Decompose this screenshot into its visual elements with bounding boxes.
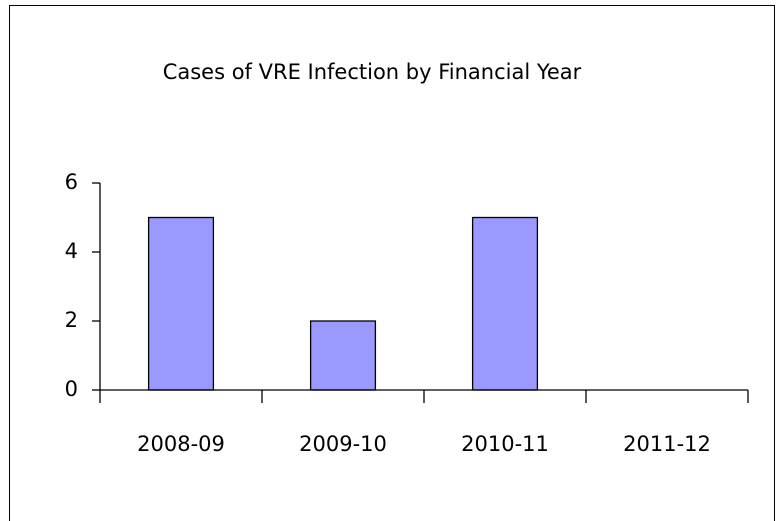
x-tick-label: 2010-11 <box>461 432 549 456</box>
x-tick-label: 2008-09 <box>137 432 225 456</box>
x-tick-label: 2009-10 <box>299 432 387 456</box>
bar <box>471 216 539 391</box>
chart-title: Cases of VRE Infection by Financial Year <box>163 60 582 84</box>
x-tick-label: 2011-12 <box>623 432 711 456</box>
y-tick-label: 6 <box>65 170 78 194</box>
y-tick-label: 4 <box>65 239 78 263</box>
y-tick-label: 2 <box>65 308 78 332</box>
chart-frame <box>9 5 775 521</box>
bar <box>309 320 377 391</box>
y-tick-label: 0 <box>65 377 78 401</box>
bar <box>147 216 215 391</box>
